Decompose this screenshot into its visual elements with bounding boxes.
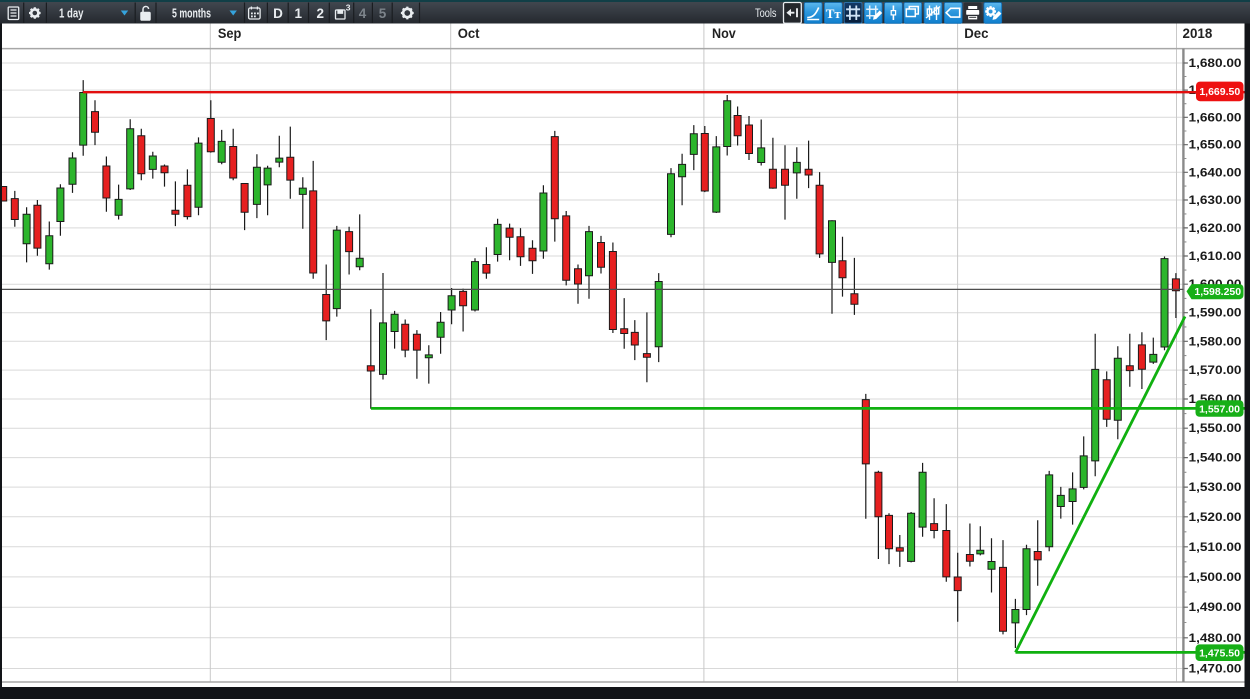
- svg-text:4: 4: [359, 6, 367, 21]
- svg-text:1 day: 1 day: [59, 7, 84, 21]
- svg-text:1,475.50: 1,475.50: [1199, 648, 1240, 660]
- svg-text:1: 1: [295, 6, 303, 21]
- svg-text:1,598.250: 1,598.250: [1194, 286, 1241, 298]
- svg-text:1,520.00: 1,520.00: [1189, 510, 1243, 524]
- svg-text:1,620.00: 1,620.00: [1189, 221, 1243, 235]
- svg-text:1,500.00: 1,500.00: [1189, 570, 1243, 584]
- svg-text:Dec: Dec: [964, 26, 989, 41]
- svg-text:1,510.00: 1,510.00: [1189, 540, 1243, 554]
- svg-text:1,570.00: 1,570.00: [1189, 363, 1243, 377]
- svg-text:1,680.00: 1,680.00: [1189, 56, 1243, 70]
- svg-text:2018: 2018: [1183, 26, 1213, 41]
- svg-text:1,630.00: 1,630.00: [1189, 193, 1243, 207]
- svg-text:Sep: Sep: [218, 26, 242, 41]
- svg-text:2: 2: [316, 6, 324, 21]
- svg-text:5 months: 5 months: [172, 7, 211, 21]
- svg-text:D: D: [273, 6, 283, 21]
- svg-text:1,660.00: 1,660.00: [1189, 110, 1243, 124]
- svg-text:1,550.00: 1,550.00: [1189, 421, 1243, 435]
- svg-text:1,650.00: 1,650.00: [1189, 138, 1243, 152]
- svg-text:Tools: Tools: [755, 8, 777, 20]
- svg-text:1,669.50: 1,669.50: [1199, 86, 1240, 98]
- svg-text:1,590.00: 1,590.00: [1189, 306, 1243, 320]
- svg-text:1,490.00: 1,490.00: [1189, 600, 1243, 614]
- svg-text:1,480.00: 1,480.00: [1189, 631, 1243, 645]
- svg-text:1,540.00: 1,540.00: [1189, 451, 1243, 465]
- svg-text:Oct: Oct: [458, 26, 480, 41]
- svg-text:1,470.00: 1,470.00: [1189, 662, 1243, 676]
- svg-text:5: 5: [379, 6, 387, 21]
- svg-text:1,580.00: 1,580.00: [1189, 334, 1243, 348]
- svg-text:1,640.00: 1,640.00: [1189, 165, 1243, 179]
- svg-text:1,610.00: 1,610.00: [1189, 249, 1243, 263]
- svg-text:1,557.00: 1,557.00: [1199, 403, 1240, 415]
- svg-text:Nov: Nov: [712, 26, 736, 41]
- svg-text:3: 3: [346, 3, 351, 13]
- svg-text:1,530.00: 1,530.00: [1189, 480, 1243, 494]
- svg-text:Tᴛ: Tᴛ: [826, 6, 842, 21]
